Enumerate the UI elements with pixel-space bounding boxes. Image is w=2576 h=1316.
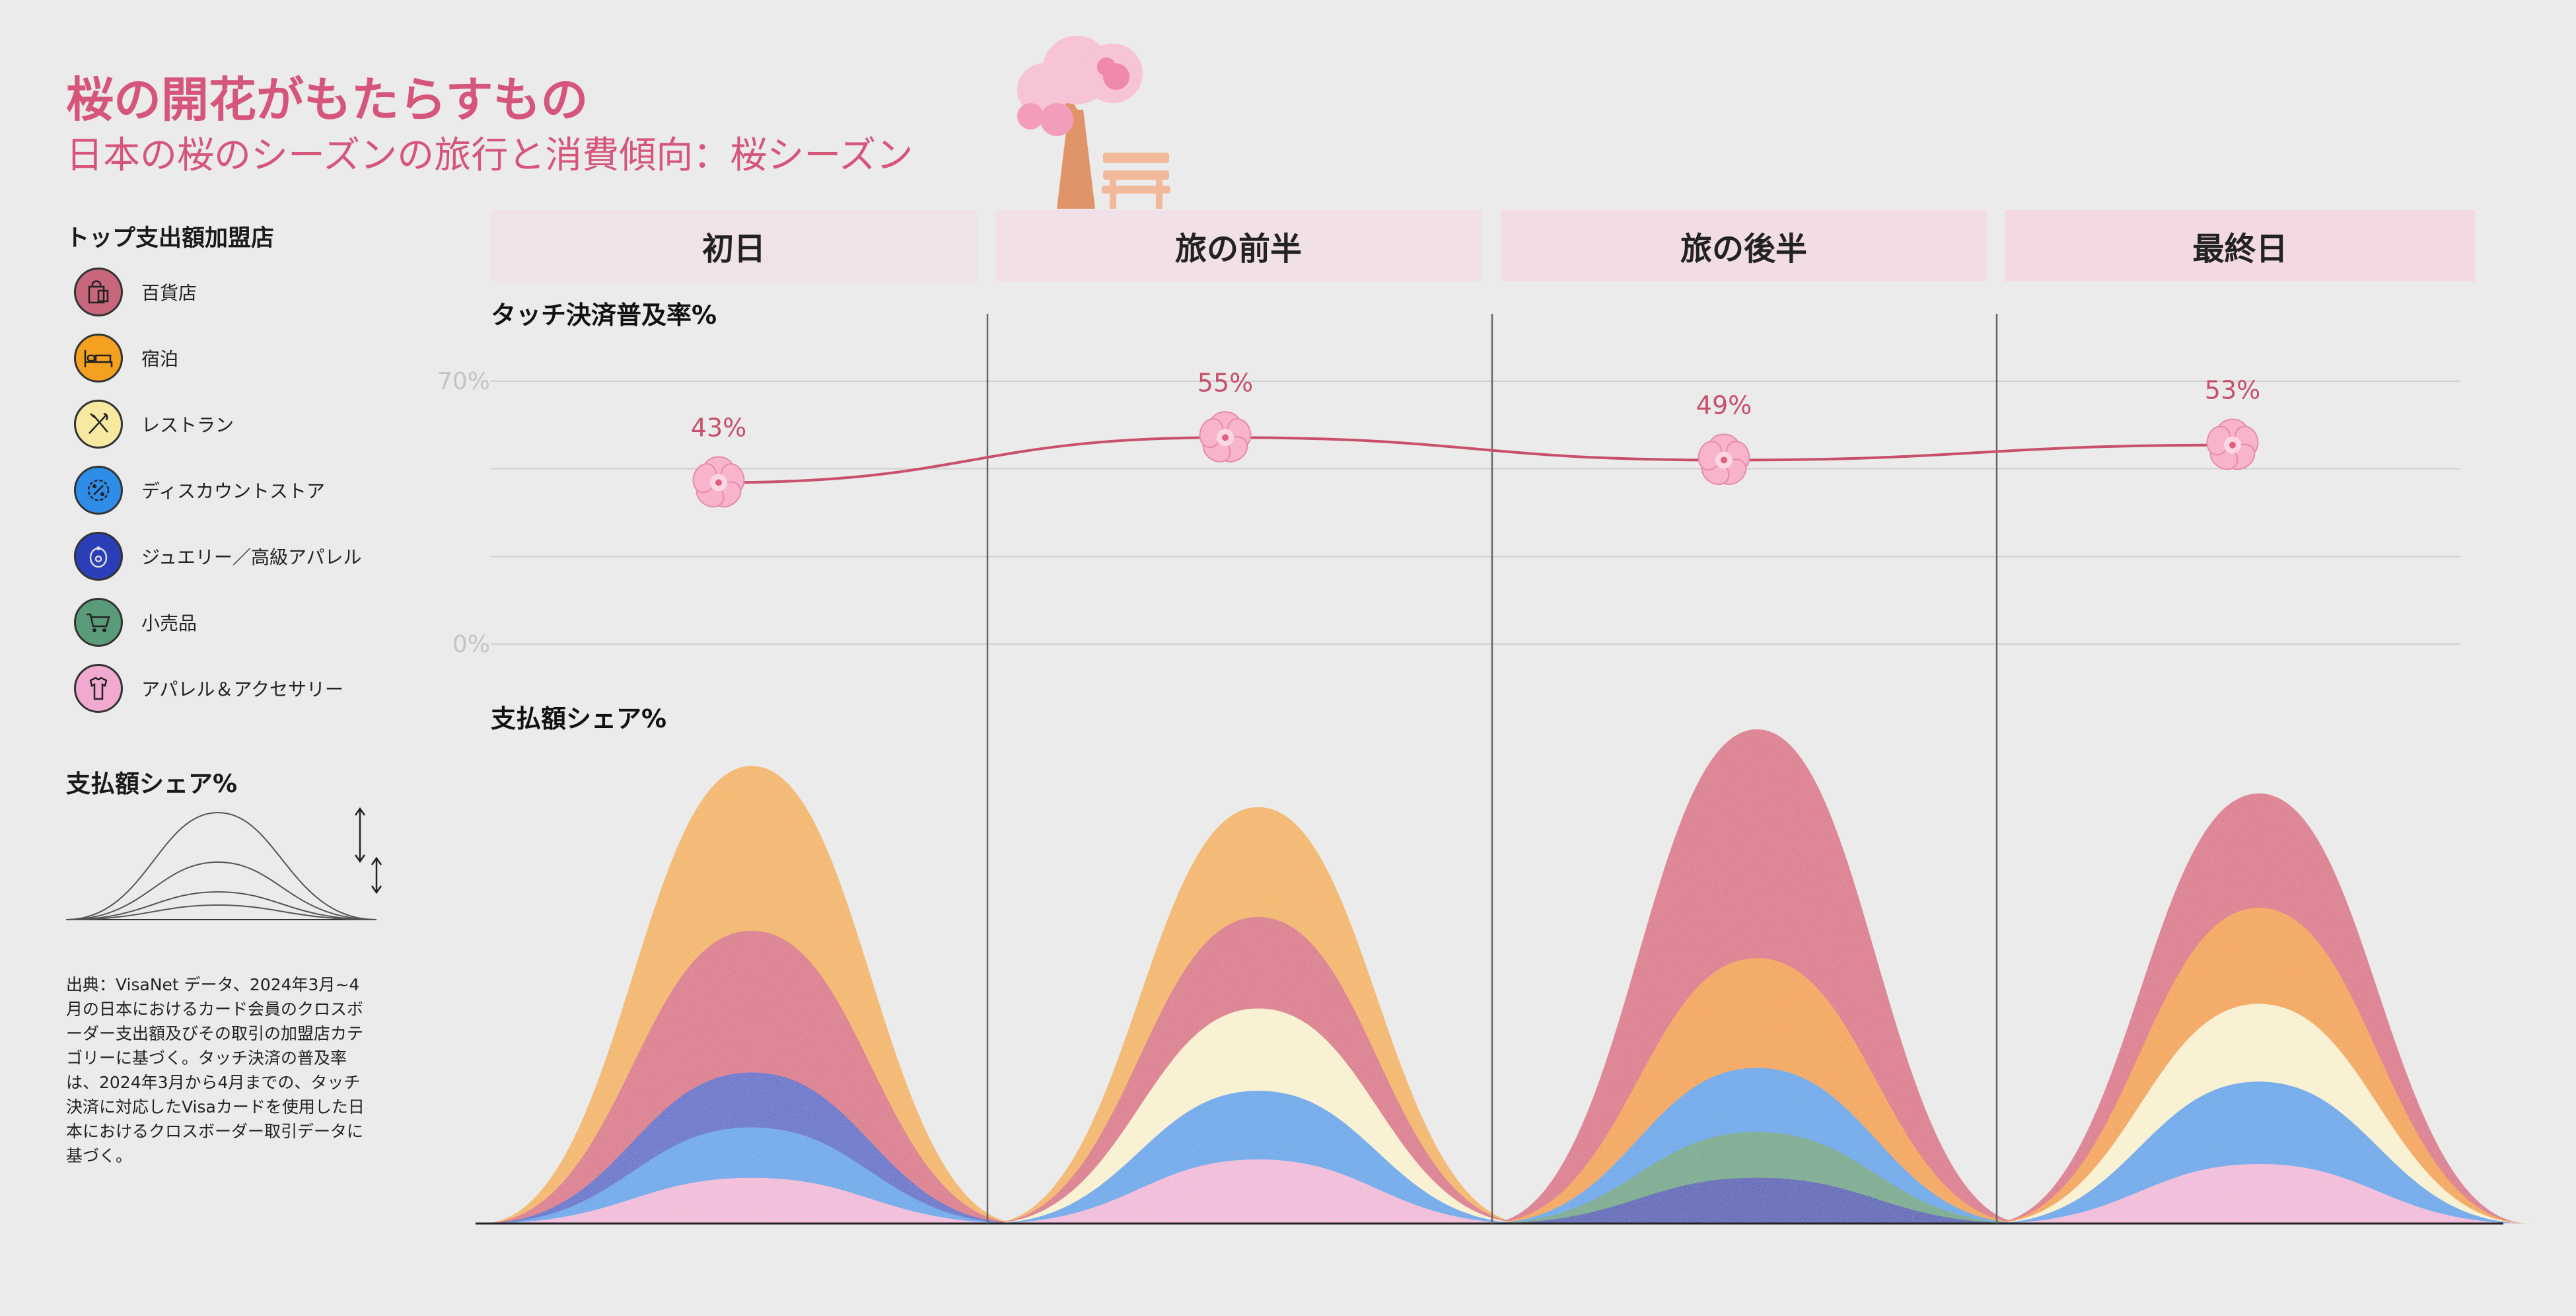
utensils-icon	[74, 400, 123, 449]
area-mark	[1486, 1177, 2028, 1224]
legend-title: トップ支出額加盟店	[66, 225, 275, 252]
day-header-first-day: 初日	[491, 210, 977, 281]
area-mark	[987, 1091, 1529, 1224]
value-label: 53%	[2205, 376, 2260, 405]
day-header-early-trip: 旅の前半	[995, 210, 1482, 281]
legend-item-restaurant: レストラン	[74, 398, 234, 451]
y-tick-label: 70%	[437, 368, 490, 395]
page-subtitle: 日本の桜のシーズンの旅行と消費傾向：桜シーズン	[66, 134, 913, 177]
bottom-chart-title: 支払額シェア%	[491, 704, 666, 733]
touch-payment-line	[718, 436, 2233, 484]
value-label: 43%	[691, 414, 746, 443]
legend-label: ジュエリー／高級アパレル	[141, 546, 362, 568]
cherry-tree-illustration	[1017, 36, 1170, 209]
value-label: 55%	[1198, 368, 1253, 397]
legend-label: 小売品	[141, 612, 197, 634]
blossom-marker	[1698, 433, 1750, 486]
legend-label: アパレル＆アクセサリー	[141, 678, 344, 700]
day-dividers	[986, 314, 1998, 1224]
legend-item-accommodation: 宿泊	[74, 332, 178, 384]
source-note: 出典：VisaNet データ、2024年3月~4月の日本におけるカード会員のクロ…	[66, 975, 365, 1165]
y-tick-label: 0%	[452, 631, 490, 658]
bed-icon	[74, 334, 123, 383]
legend-item-apparel: アパレル＆アクセサリー	[74, 662, 343, 715]
legend-item-department-store: 百貨店	[74, 266, 197, 318]
blossom-marker	[1199, 411, 1252, 462]
touch-payment-series: 43% 55% 49% 53%	[691, 368, 2260, 508]
legend-label: 百貨店	[141, 282, 197, 304]
day-header-last-day: 最終日	[2005, 210, 2475, 281]
page-title: 桜の開花がもたらすもの	[66, 72, 589, 128]
shape-legend-diagram	[66, 807, 382, 920]
area-layers	[476, 729, 2530, 1225]
apparel-icon	[74, 664, 123, 713]
legend-item-jewelry: ジュエリー／高級アパレル	[74, 530, 361, 583]
area-mark	[481, 1127, 1022, 1224]
legend-label: レストラン	[141, 414, 234, 436]
jewelry-icon	[74, 532, 123, 581]
blossom-marker	[692, 456, 745, 508]
top-chart-grid: 70% 0%	[437, 368, 2460, 658]
shape-legend-title: 支払額シェア%	[66, 770, 238, 798]
day-header-late-trip: 旅の後半	[1501, 210, 1987, 281]
shopping-cart-icon	[74, 598, 123, 647]
area-mark	[1988, 1163, 2530, 1224]
legend-item-discount-store: ディスカウントストア	[74, 464, 325, 517]
value-label: 49%	[1696, 390, 1752, 420]
blossom-marker	[2206, 418, 2259, 470]
area-mark	[481, 1177, 1022, 1224]
discount-tag-icon	[74, 466, 123, 515]
legend-item-retail: 小売品	[74, 596, 197, 649]
area-mark	[1988, 1081, 2530, 1224]
top-chart-title: タッチ決済普及率%	[491, 301, 717, 330]
shopping-bag-icon	[74, 268, 123, 316]
area-mark	[987, 1159, 1529, 1224]
legend-label: ディスカウントストア	[141, 480, 326, 502]
legend-label: 宿泊	[141, 348, 179, 370]
